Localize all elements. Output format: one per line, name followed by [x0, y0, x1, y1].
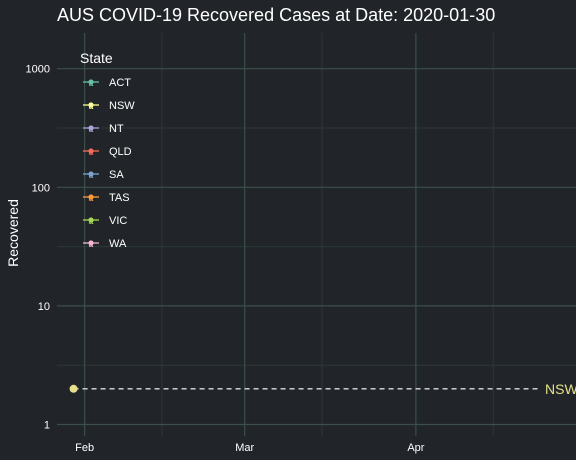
- end-labels: NSW: [545, 381, 576, 397]
- minor-gridlines: [57, 33, 576, 436]
- legend-entry: a NSW: [83, 100, 135, 112]
- legend-key-glyph: a: [89, 217, 94, 226]
- y-axis-title: Recovered: [5, 199, 21, 267]
- legend-entry-label: NT: [109, 123, 124, 135]
- x-tick-label: Apr: [407, 442, 424, 454]
- legend-key-glyph: a: [89, 79, 94, 88]
- legend-key-point: [88, 217, 94, 223]
- legend-items: a ACT a NSW a NT a QLD a SA a TAS a VIC a WA: [83, 77, 135, 250]
- legend-key-glyph: a: [89, 148, 94, 157]
- legend-key-glyph: a: [89, 194, 94, 203]
- legend-entry-label: WA: [109, 238, 127, 250]
- legend-entry-label: ACT: [109, 77, 131, 89]
- data-point: [69, 384, 78, 393]
- legend-key-glyph: a: [89, 125, 94, 134]
- legend-key-point: [88, 102, 94, 108]
- legend-entry: a WA: [83, 238, 127, 250]
- legend-key-point: [88, 125, 94, 131]
- y-tick-label: 1: [44, 420, 50, 432]
- legend-key-point: [88, 171, 94, 177]
- legend: State a ACT a NSW a NT a QLD a SA a TAS a VIC a WA: [80, 50, 135, 250]
- legend-entry: a TAS: [83, 192, 130, 204]
- legend-key-glyph: a: [89, 240, 94, 249]
- legend-entry-label: QLD: [109, 146, 132, 158]
- legend-entry-label: VIC: [109, 215, 127, 227]
- x-tick-label: Mar: [235, 442, 254, 454]
- legend-entry-label: NSW: [109, 100, 135, 112]
- x-axis-ticks: Feb Mar Apr: [75, 442, 425, 454]
- legend-entry: a QLD: [83, 146, 132, 158]
- y-tick-label: 100: [32, 182, 50, 194]
- legend-entry: a ACT: [83, 77, 131, 89]
- legend-key-point: [88, 194, 94, 200]
- y-tick-label: 10: [38, 301, 50, 313]
- major-gridlines: [57, 33, 576, 436]
- y-axis-ticks: 1 10 100 1000: [26, 64, 50, 432]
- legend-entry: a VIC: [83, 215, 127, 227]
- legend-title: State: [80, 50, 113, 66]
- legend-key-point: [88, 240, 94, 246]
- series-end-label: NSW: [545, 381, 576, 397]
- legend-entry-label: SA: [109, 169, 124, 181]
- legend-entry-label: TAS: [109, 192, 130, 204]
- chart-title: AUS COVID-19 Recovered Cases at Date: 20…: [57, 5, 495, 25]
- legend-key-glyph: a: [89, 102, 94, 111]
- data-points: [69, 384, 78, 393]
- legend-key-point: [88, 148, 94, 154]
- legend-entry: a NT: [83, 123, 124, 135]
- legend-key-glyph: a: [89, 171, 94, 180]
- legend-entry: a SA: [83, 169, 124, 181]
- x-tick-label: Feb: [75, 442, 94, 454]
- y-tick-label: 1000: [26, 64, 50, 76]
- legend-key-point: [88, 79, 94, 85]
